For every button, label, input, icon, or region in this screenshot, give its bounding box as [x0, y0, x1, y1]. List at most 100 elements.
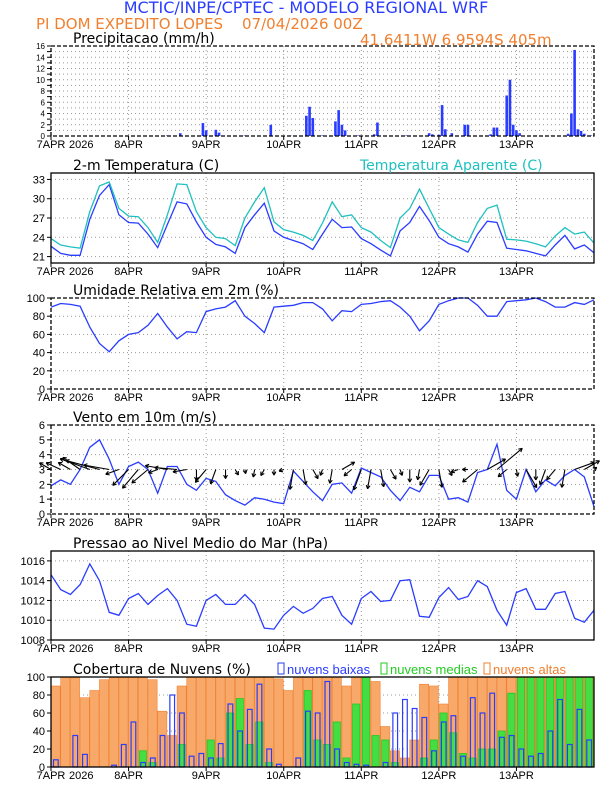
wind-arrow-head [195, 480, 200, 483]
wind-arrow-head [209, 479, 212, 485]
wind-arrow-head [45, 462, 49, 467]
series-line-speed [50, 438, 595, 507]
wind-arrow [242, 469, 248, 474]
wind-arrow [415, 469, 421, 481]
wind-arrow-shaft [172, 468, 187, 473]
wind-arrow-head [278, 467, 283, 472]
wind-arrow [209, 469, 217, 485]
precip-bar [427, 133, 431, 136]
legend-swatch-nuvens-medias [380, 662, 388, 675]
precip-bar [201, 123, 205, 136]
wind-arrow [148, 468, 158, 474]
precip-bar [337, 110, 340, 136]
y-tick-label: 1012 [21, 595, 45, 607]
bar-nuvens-altas [186, 676, 197, 768]
series-line-2-m-Temperatura-C- [50, 183, 595, 257]
wind-arrow [312, 469, 319, 480]
bar-nuvens-altas [283, 690, 294, 768]
precip-bar [372, 134, 376, 136]
x-tick-label: 7APR [37, 266, 66, 278]
x-tick-label: 12APR [421, 643, 456, 655]
wind-arrow-head [520, 448, 523, 453]
wind-arrow [419, 469, 430, 486]
y-tick-label: 1 [39, 494, 45, 506]
x-tick-label: 13APR [499, 392, 534, 404]
wind-arrow [497, 469, 508, 478]
wind-arrow-head [105, 473, 110, 476]
wind-arrow-head [210, 480, 214, 485]
x-tick-label: 10APR [266, 770, 301, 782]
wind-arrow-shaft [353, 469, 362, 491]
wind-arrow-head [353, 486, 358, 491]
wind-arrow-head [302, 481, 307, 486]
x-tick-label: 12APR [421, 139, 456, 151]
wind-arrow-head [251, 473, 254, 478]
wind-arrow [398, 469, 404, 476]
x-tick-label: 9APR [192, 643, 221, 655]
x-year-label: 2026 [69, 139, 93, 151]
x-tick-label: 11APR [344, 770, 378, 782]
wind-arrow-head [172, 471, 177, 474]
y-tick-label: 5 [39, 435, 45, 447]
y-tick-label: 100 [27, 672, 45, 684]
bar-nuvens-altas [293, 676, 303, 768]
precip-bar [495, 127, 499, 136]
y-tick-label: 0 [41, 132, 46, 141]
wind-arrow-shaft [448, 469, 453, 476]
bar-nuvens-altas [215, 676, 226, 768]
bar-nuvens-altas [467, 676, 478, 768]
y-tick-label: 10 [36, 76, 45, 85]
panel-3 [39, 424, 600, 518]
x-tick-label: 8APR [114, 266, 143, 278]
y-tick-label: 60 [33, 708, 45, 720]
y-tick-label: 16 [36, 42, 45, 51]
y-tick-label: 27 [33, 213, 45, 225]
x-year-label: 2026 [69, 643, 93, 655]
x-tick-label: 12APR [421, 266, 456, 278]
wind-arrow-head [194, 478, 197, 483]
wind-arrow-head [172, 469, 177, 473]
wind-arrow-head [39, 462, 43, 467]
precip-bar [566, 133, 570, 136]
x-tick-label: 12APR [421, 517, 456, 529]
wind-arrow-head [314, 476, 319, 480]
wind-arrow [380, 469, 386, 488]
wind-arrow-shaft [496, 447, 523, 470]
x-tick-label: 7APR [37, 643, 66, 655]
precip-bar [505, 95, 509, 136]
wind-arrow-head [83, 464, 88, 468]
wind-arrow-head [271, 471, 275, 476]
wind-arrow-head [462, 469, 467, 472]
bar-nuvens-medias [361, 676, 370, 768]
wind-arrow-shaft [367, 469, 372, 489]
precip-bar [515, 130, 518, 136]
wind-arrow-head [289, 486, 293, 490]
wind-arrow-head [273, 471, 277, 476]
wind-arrow-shaft [83, 464, 110, 471]
wind-arrow [302, 469, 308, 486]
bar-nuvens-medias [526, 676, 535, 768]
bar-nuvens-altas [89, 690, 100, 768]
x-tick-label: 13APR [499, 266, 534, 278]
panel-title: Umidade Relativa em 2m (%) [73, 283, 279, 299]
wind-arrow-head [462, 480, 467, 483]
x-tick-label: 13APR [499, 139, 534, 151]
wind-arrow-shaft [39, 462, 52, 470]
x-tick-label: 11APR [344, 266, 378, 278]
bar-nuvens-altas [60, 676, 71, 768]
precip-bar [579, 130, 583, 136]
wind-arrow-head [65, 460, 69, 464]
legend-apparent-temperature: Temperatura Aparente (C) [359, 158, 543, 174]
wind-arrow-head [596, 460, 600, 465]
wind-arrow-head [329, 479, 333, 484]
y-tick-label: 80 [33, 311, 45, 323]
wind-arrow [271, 469, 277, 476]
bar-nuvens-medias [352, 703, 361, 768]
x-tick-label: 10APR [266, 392, 301, 404]
wind-arrow-shaft [380, 469, 385, 487]
precip-bar [583, 133, 586, 136]
wind-arrow-head [415, 475, 419, 481]
y-tick-label: 4 [41, 110, 46, 119]
y-tick-label: 14 [36, 53, 45, 62]
precip-bar [431, 134, 434, 136]
